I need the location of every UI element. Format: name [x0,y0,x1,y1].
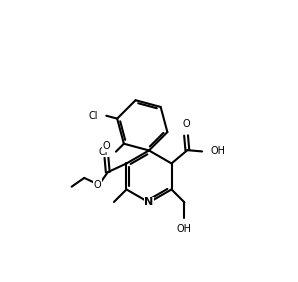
Text: O: O [94,180,101,190]
Text: O: O [103,141,110,151]
Text: Cl: Cl [89,111,98,121]
Text: OH: OH [211,146,226,157]
Text: Cl: Cl [98,147,108,157]
Text: OH: OH [177,224,192,234]
Text: O: O [182,119,190,129]
Text: N: N [144,197,154,208]
